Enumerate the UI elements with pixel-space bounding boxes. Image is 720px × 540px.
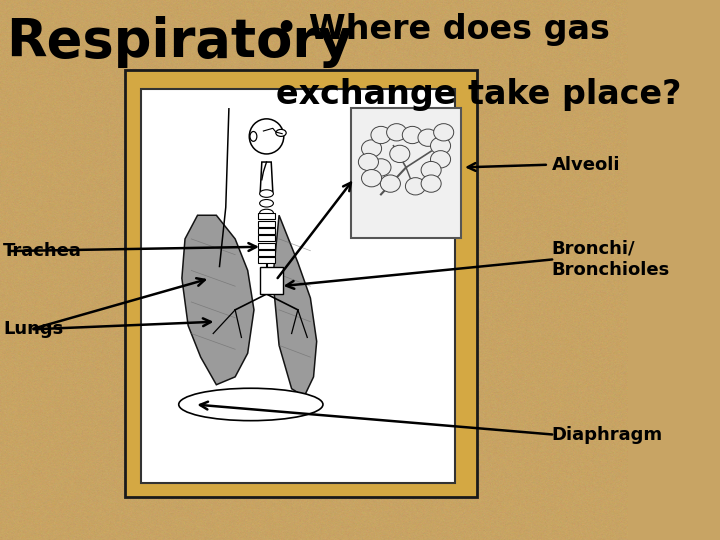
Bar xyxy=(141,89,454,483)
Circle shape xyxy=(421,161,441,179)
Circle shape xyxy=(361,170,382,187)
Text: Trachea: Trachea xyxy=(3,242,82,260)
Circle shape xyxy=(371,159,391,176)
Polygon shape xyxy=(273,215,317,396)
Text: • Where does gas: • Where does gas xyxy=(276,14,610,46)
Text: Bronchi/
Bronchioles: Bronchi/ Bronchioles xyxy=(552,240,670,279)
Circle shape xyxy=(387,124,407,141)
Circle shape xyxy=(359,153,379,171)
Bar xyxy=(125,70,477,497)
Ellipse shape xyxy=(249,119,284,154)
Text: Alveoli: Alveoli xyxy=(552,156,621,174)
Bar xyxy=(351,108,461,238)
Bar xyxy=(258,250,274,256)
Circle shape xyxy=(405,178,426,195)
Ellipse shape xyxy=(276,130,286,137)
Bar xyxy=(260,267,282,294)
Text: Respiratory: Respiratory xyxy=(6,16,353,68)
Circle shape xyxy=(418,129,438,146)
Polygon shape xyxy=(260,162,273,192)
Ellipse shape xyxy=(250,132,257,141)
Bar xyxy=(258,242,274,249)
Polygon shape xyxy=(182,215,254,384)
Ellipse shape xyxy=(260,190,274,197)
Circle shape xyxy=(390,145,410,163)
Circle shape xyxy=(431,137,451,154)
Circle shape xyxy=(371,126,391,144)
Bar xyxy=(258,257,274,264)
Circle shape xyxy=(361,140,382,157)
Text: Diaphragm: Diaphragm xyxy=(552,426,663,444)
Text: exchange take place?: exchange take place? xyxy=(276,78,681,111)
Text: Lungs: Lungs xyxy=(3,320,63,339)
Circle shape xyxy=(433,124,454,141)
Ellipse shape xyxy=(260,209,274,217)
Bar xyxy=(258,235,274,241)
Bar xyxy=(258,228,274,234)
Circle shape xyxy=(421,175,441,192)
Circle shape xyxy=(380,175,400,192)
Bar xyxy=(258,221,274,227)
Circle shape xyxy=(431,151,451,168)
Ellipse shape xyxy=(179,388,323,421)
Circle shape xyxy=(402,126,423,144)
Bar xyxy=(258,213,274,219)
Ellipse shape xyxy=(260,199,274,207)
